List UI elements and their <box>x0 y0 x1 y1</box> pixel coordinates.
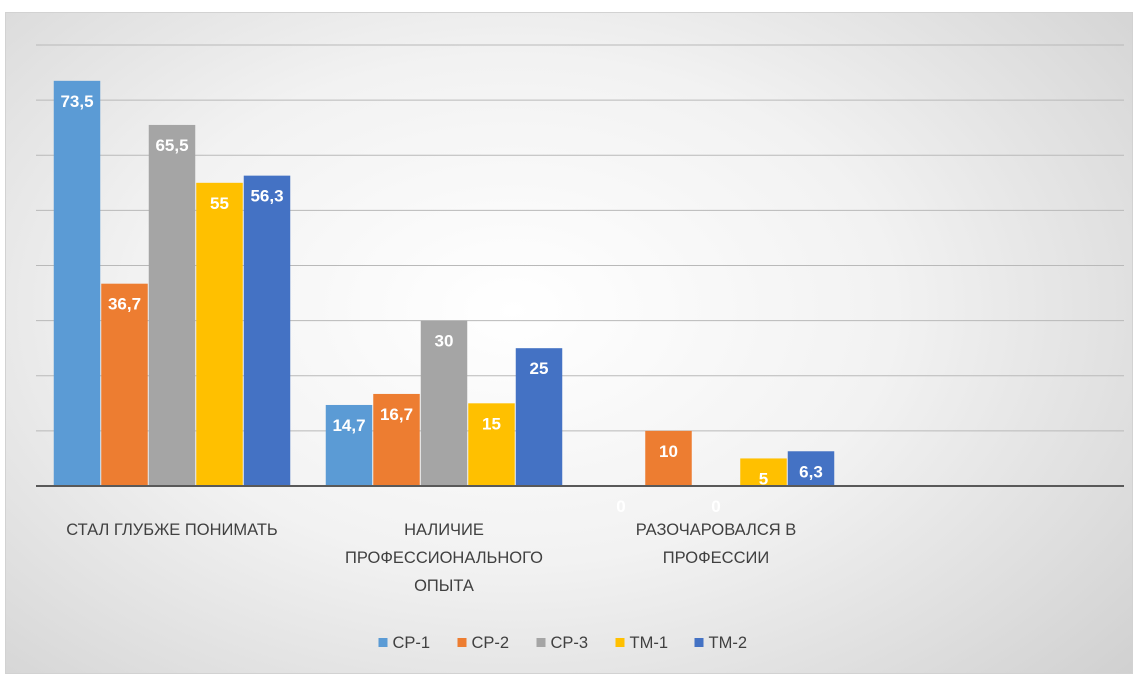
category-labels: СТАЛ ГЛУБЖЕ ПОНИМАТЬ НАЛИЧИЕ ПРОФЕССИОНАЛЬ… <box>66 521 796 595</box>
legend-label: ТМ-2 <box>709 634 748 652</box>
bar <box>645 430 692 486</box>
bar <box>196 182 243 486</box>
data-label: 6,3 <box>799 462 823 481</box>
category-label: РАЗОЧАРОВАЛСЯ В <box>636 521 797 539</box>
data-label: 16,7 <box>380 405 413 424</box>
data-label: 65,5 <box>155 136 188 155</box>
category-label: НАЛИЧИЕ <box>404 521 484 539</box>
category-label: СТАЛ ГЛУБЖЕ ПОНИМАТЬ <box>66 521 278 539</box>
bar <box>325 404 373 486</box>
bar <box>515 348 563 486</box>
legend-swatch <box>536 638 546 647</box>
data-label: 25 <box>530 359 549 378</box>
bar-chart: 73,5 14,7 0 36,7 16,7 10 65,5 30 0 55 15 5 56,3 25 6,3… <box>36 44 1124 652</box>
data-label: 30 <box>435 332 454 351</box>
data-labels: 73,5 14,7 0 36,7 16,7 10 65,5 30 0 55 15 5 56,3 25 6,3 <box>60 92 822 516</box>
data-label: 0 <box>616 497 625 516</box>
data-label: 55 <box>210 194 229 213</box>
category-label: ПРОФЕССИОНАЛЬНОГО <box>345 549 543 567</box>
data-label: 56,3 <box>250 187 283 206</box>
legend-label: ТМ-1 <box>630 634 669 652</box>
data-label: 15 <box>482 414 501 433</box>
data-label: 5 <box>759 469 768 488</box>
legend-label: СР-3 <box>551 634 589 652</box>
data-label: 10 <box>659 442 678 461</box>
bar <box>420 320 468 486</box>
legend-swatch <box>694 638 704 647</box>
bar <box>740 458 787 486</box>
chart-frame: 73,5 14,7 0 36,7 16,7 10 65,5 30 0 55 15 5 56,3 25 6,3… <box>5 12 1133 674</box>
data-label: 0 <box>711 497 720 516</box>
bar <box>53 80 101 487</box>
data-label: 36,7 <box>108 295 141 314</box>
data-label: 73,5 <box>60 92 93 111</box>
legend-label: СР-2 <box>472 634 510 652</box>
bar <box>101 283 148 486</box>
bar <box>373 393 420 486</box>
bar <box>243 175 291 487</box>
legend-label: СР-1 <box>393 634 431 652</box>
bars <box>53 80 835 487</box>
legend-swatch <box>457 638 467 647</box>
legend-swatch <box>378 638 388 647</box>
data-label: 14,7 <box>332 416 365 435</box>
bar <box>468 403 515 486</box>
legend-swatch <box>615 638 625 647</box>
bar <box>148 124 196 487</box>
bar <box>787 451 835 486</box>
legend: СР-1 СР-2 СР-3 ТМ-1 ТМ-2 <box>378 634 748 652</box>
category-label: ОПЫТА <box>414 577 474 595</box>
category-label: ПРОФЕССИИ <box>663 549 769 567</box>
